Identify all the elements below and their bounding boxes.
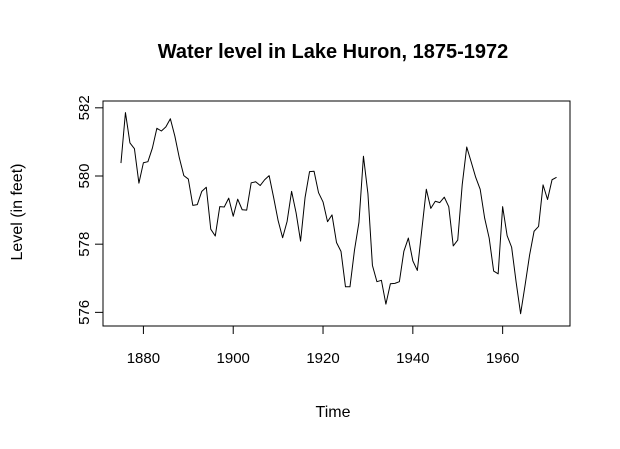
series-layer bbox=[120, 112, 557, 315]
y-tick-label: 576 bbox=[76, 300, 93, 325]
x-axis: 1880 1900 1920 1940 1960 bbox=[127, 325, 519, 367]
x-tick-label: 1960 bbox=[486, 350, 519, 367]
y-axis: 576 578 580 582 bbox=[76, 95, 104, 325]
x-tick-label: 1920 bbox=[306, 350, 339, 367]
y-axis-label: Level (in feet) bbox=[9, 164, 26, 261]
y-tick-label: 582 bbox=[76, 95, 93, 120]
x-axis-label: Time bbox=[316, 404, 351, 421]
series-line bbox=[120, 112, 557, 315]
x-tick-label: 1880 bbox=[127, 350, 160, 367]
x-tick-label: 1900 bbox=[217, 350, 250, 367]
y-tick-label: 578 bbox=[76, 232, 93, 257]
x-tick-label: 1940 bbox=[396, 350, 429, 367]
y-tick-label: 580 bbox=[76, 163, 93, 188]
chart-title: Water level in Lake Huron, 1875-1972 bbox=[158, 41, 509, 63]
plot-frame bbox=[102, 100, 571, 327]
